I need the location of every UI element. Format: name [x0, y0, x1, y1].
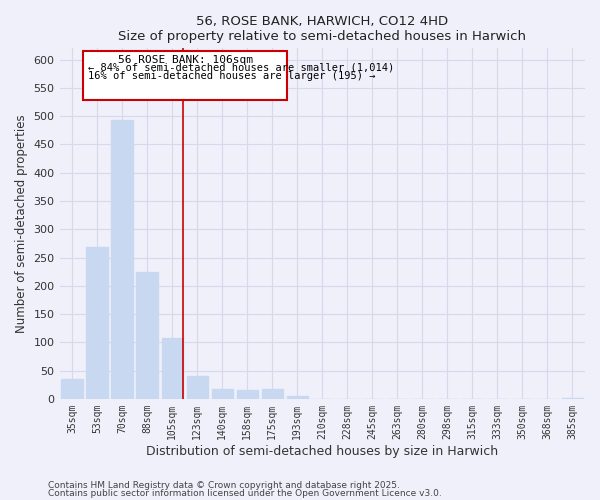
Bar	[112, 120, 133, 399]
Bar	[136, 272, 158, 399]
Bar	[61, 379, 83, 399]
Bar	[212, 388, 233, 399]
Bar	[287, 396, 308, 399]
Bar	[86, 248, 108, 399]
FancyBboxPatch shape	[83, 51, 287, 100]
Text: ← 84% of semi-detached houses are smaller (1,014): ← 84% of semi-detached houses are smalle…	[88, 62, 395, 72]
Bar	[562, 398, 583, 399]
Text: Contains HM Land Registry data © Crown copyright and database right 2025.: Contains HM Land Registry data © Crown c…	[48, 480, 400, 490]
Bar	[262, 388, 283, 399]
Y-axis label: Number of semi-detached properties: Number of semi-detached properties	[15, 114, 28, 333]
Text: Contains public sector information licensed under the Open Government Licence v3: Contains public sector information licen…	[48, 489, 442, 498]
Bar	[236, 390, 258, 399]
Text: 56 ROSE BANK: 106sqm: 56 ROSE BANK: 106sqm	[118, 55, 253, 65]
Bar	[161, 338, 183, 399]
Bar	[187, 376, 208, 399]
X-axis label: Distribution of semi-detached houses by size in Harwich: Distribution of semi-detached houses by …	[146, 444, 499, 458]
Title: 56, ROSE BANK, HARWICH, CO12 4HD
Size of property relative to semi-detached hous: 56, ROSE BANK, HARWICH, CO12 4HD Size of…	[118, 15, 526, 43]
Text: 16% of semi-detached houses are larger (195) →: 16% of semi-detached houses are larger (…	[88, 71, 376, 81]
